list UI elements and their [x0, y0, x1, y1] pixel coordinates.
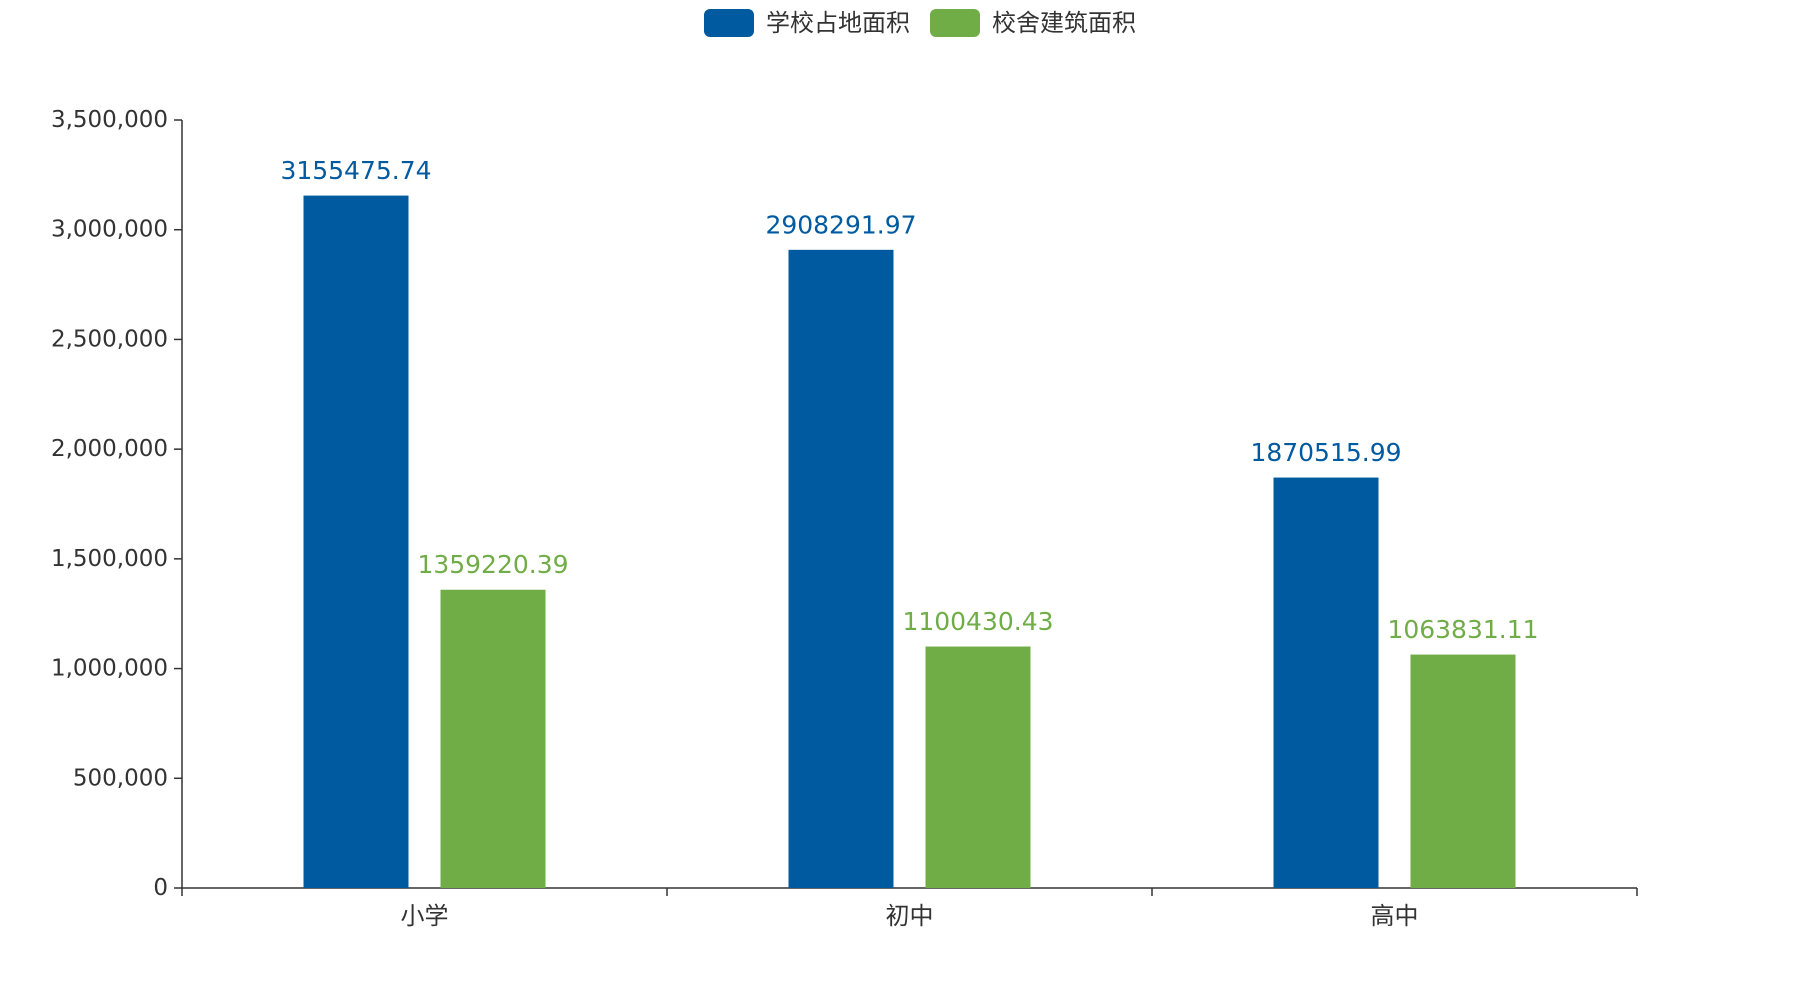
legend-swatch [930, 9, 980, 37]
x-tick-label: 高中 [1371, 902, 1419, 930]
y-tick-label: 1,000,000 [51, 656, 168, 682]
x-tick-label: 小学 [401, 902, 449, 930]
bar-land-area[interactable] [788, 249, 894, 888]
data-label: 1100430.43 [902, 607, 1053, 636]
x-axis: 小学 初中 高中 [181, 887, 1638, 930]
y-tick-label: 3,000,000 [51, 217, 168, 243]
bars [303, 195, 1516, 889]
data-labels: 3155475.74 1359220.39 2908291.97 1100430.43… [280, 156, 1538, 644]
x-tick-label: 初中 [886, 902, 934, 930]
data-label: 1870515.99 [1250, 438, 1401, 467]
data-label: 2908291.97 [765, 210, 916, 239]
y-tick-label: 500,000 [73, 765, 168, 791]
bar-land-area[interactable] [1273, 477, 1379, 888]
legend-swatch [704, 9, 754, 37]
data-label: 1063831.11 [1387, 615, 1538, 644]
bar-building-area[interactable] [925, 646, 1031, 888]
data-label: 1359220.39 [417, 550, 568, 579]
y-tick-label: 0 [153, 875, 168, 901]
y-tick-label: 2,000,000 [51, 436, 168, 462]
data-label: 3155475.74 [280, 156, 431, 185]
y-tick-label: 1,500,000 [51, 546, 168, 572]
legend-item[interactable]: 学校占地面积 [704, 9, 910, 37]
y-tick-label: 2,500,000 [51, 326, 168, 352]
y-tick-label: 3,500,000 [51, 107, 168, 133]
legend-label: 学校占地面积 [766, 9, 910, 37]
legend[interactable]: 学校占地面积 校舍建筑面积 [704, 9, 1136, 37]
legend-label: 校舍建筑面积 [992, 9, 1136, 37]
bar-building-area[interactable] [440, 589, 546, 888]
bar-building-area[interactable] [1410, 654, 1516, 888]
legend-item[interactable]: 校舍建筑面积 [930, 9, 1136, 37]
bar-land-area[interactable] [303, 195, 409, 889]
y-axis: 0 500,000 1,000,000 1,500,000 2,000,000 2,500… [51, 107, 183, 901]
